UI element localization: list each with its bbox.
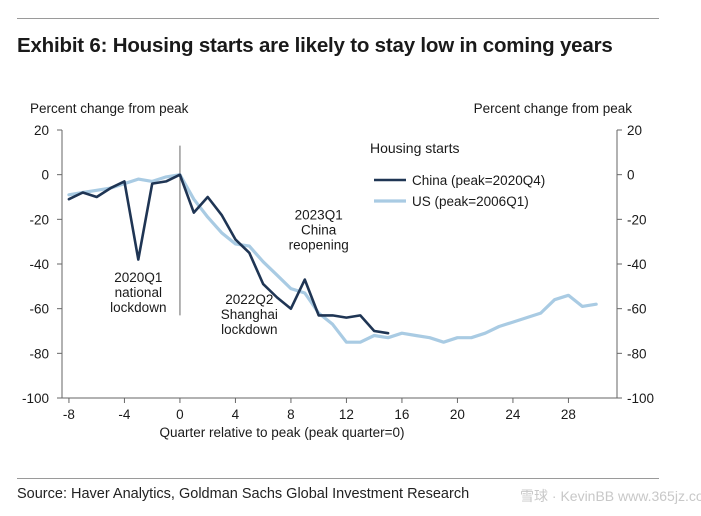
x-tick-label: -8 [63,407,75,422]
x-tick-label: 12 [339,407,354,422]
annotation-reopening: reopening [289,237,349,252]
legend-us-label: US (peak=2006Q1) [412,194,529,209]
y-axis-title-left: Percent change from peak [30,101,189,116]
y-tick-label-left: 20 [34,123,49,138]
annotation-lockdown: lockdown [110,300,166,315]
x-tick-label: 0 [176,407,184,422]
y-tick-label-left: -100 [22,391,49,406]
y-tick-label-right: -20 [627,212,647,227]
y-tick-label-left: -40 [29,257,49,272]
annotation-lockdown: 2020Q1 [114,270,162,285]
annotation-reopening: 2023Q1 [295,207,343,222]
legend-china-label: China (peak=2020Q4) [412,173,545,188]
us-series-line [67,173,598,344]
annotation-shanghai: lockdown [221,322,277,337]
y-tick-label-right: 0 [627,168,635,183]
axes [57,129,622,403]
y-tick-label-right: -100 [627,391,654,406]
y-tick-label-right: -80 [627,346,647,361]
annotation-reopening: China [301,222,337,237]
y-tick-label-right: -60 [627,302,647,317]
y-tick-label-left: -60 [29,302,49,317]
x-axis-title: Quarter relative to peak (peak quarter=0… [159,425,404,440]
labels: 20 200 0-20 -20-40 -40-60 -60-80 -80-100 -100-8… [22,101,654,440]
series-lines [67,173,598,344]
china-series-line [67,173,390,335]
x-tick-label: -4 [118,407,130,422]
x-tick-label: 8 [287,407,295,422]
top-rule [17,18,659,19]
y-tick-label-left: 0 [41,168,49,183]
x-tick-label: 24 [505,407,521,422]
y-tick-label-left: -80 [29,346,49,361]
legend-title: Housing starts [370,140,459,156]
annotation-shanghai: Shanghai [221,307,278,322]
y-tick-label-right: 20 [627,123,642,138]
housing-starts-chart: 20 200 0-20 -20-40 -40-60 -60-80 -80-100 -100-8… [22,101,654,440]
x-tick-label: 4 [232,407,240,422]
y-tick-label-left: -20 [29,212,49,227]
annotation-shanghai: 2022Q2 [225,292,273,307]
x-tick-label: 28 [561,407,576,422]
annotation-lockdown: national [115,285,162,300]
x-tick-label: 20 [450,407,465,422]
y-tick-label-right: -40 [627,257,647,272]
y-axis-title-right: Percent change from peak [474,101,633,116]
x-tick-label: 16 [394,407,409,422]
exhibit-title: Exhibit 6: Housing starts are likely to … [17,34,613,57]
bottom-rule [17,478,659,479]
source-note: Source: Haver Analytics, Goldman Sachs G… [17,486,470,502]
watermark-logo: 雪球 · KevinBB www.365jz.com [520,488,701,504]
